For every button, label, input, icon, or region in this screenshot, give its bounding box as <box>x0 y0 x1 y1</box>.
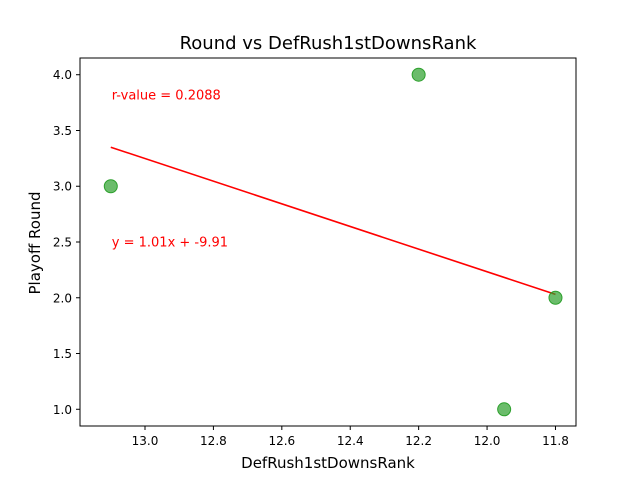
chart-title: Round vs DefRush1stDownsRank <box>180 33 477 54</box>
y-tick-label: 4.0 <box>53 68 72 82</box>
annotation-text: r-value = 0.2088 <box>112 88 221 103</box>
x-tick-label: 12.4 <box>337 434 364 448</box>
data-point <box>411 67 426 82</box>
x-tick-label: 12.0 <box>474 434 501 448</box>
data-point <box>497 402 512 417</box>
plot-area: 13.0 12.8 12.6 12.4 12.2 12.0 11.8 1.0 1.5 2.0 2.5… <box>53 57 577 448</box>
x-tick-label: 13.0 <box>132 434 159 448</box>
annotation-text: y = 1.01x + -9.91 <box>112 236 228 251</box>
data-point <box>103 179 118 194</box>
y-tick-label: 3.5 <box>53 124 72 138</box>
y-tick-label: 1.5 <box>53 347 72 361</box>
y-tick-label: 2.0 <box>53 291 72 305</box>
x-tick-label: 11.8 <box>542 434 569 448</box>
x-tick-label: 12.8 <box>200 434 227 448</box>
y-tick-label: 1.0 <box>53 403 72 417</box>
y-tick-label: 3.0 <box>53 180 72 194</box>
y-axis-label: Playoff Round <box>26 191 44 294</box>
x-tick-label: 12.6 <box>268 434 295 448</box>
data-point <box>548 290 563 305</box>
x-tick-label: 12.2 <box>405 434 432 448</box>
x-axis-label: DefRush1stDownsRank <box>241 454 415 472</box>
y-tick-label: 2.5 <box>53 236 72 250</box>
regression-line <box>110 146 556 296</box>
